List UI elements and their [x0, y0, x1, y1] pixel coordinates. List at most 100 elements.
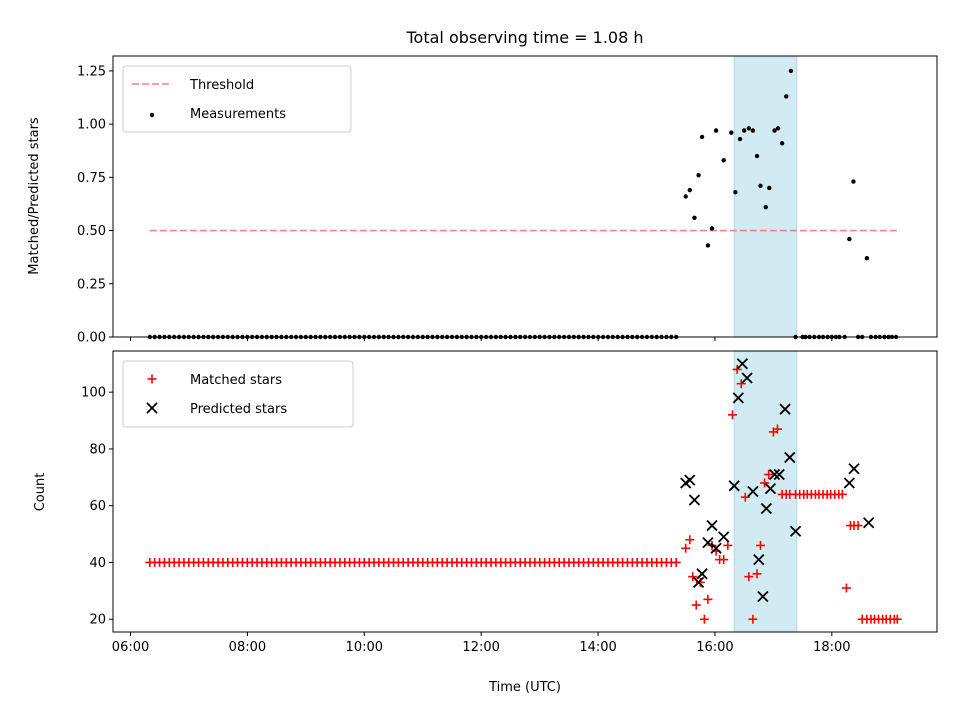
matched-star-marker	[760, 478, 770, 488]
measurement-point	[705, 243, 711, 248]
marker-stroke	[843, 477, 855, 489]
measurement-point	[721, 158, 726, 163]
matched-star-marker	[681, 543, 691, 553]
x-tick-label: 08:00	[229, 640, 266, 655]
matched-star-marker	[691, 600, 701, 610]
predicted-star-marker	[736, 358, 749, 370]
measurement-point	[696, 173, 701, 178]
chart-title: Total observing time = 1.08 h	[405, 28, 643, 47]
measurement-point	[746, 126, 752, 131]
x-tick-label: 06:00	[112, 640, 149, 655]
marker-stroke	[848, 463, 860, 475]
measurement-point	[687, 187, 692, 193]
matched-star-marker	[772, 424, 782, 434]
predicted-star-marker	[692, 576, 705, 588]
measurement-point	[733, 190, 738, 195]
y-tick-label: 80	[89, 442, 106, 457]
matched-star-marker	[727, 410, 737, 420]
marker-stroke	[728, 480, 740, 492]
predicted-star-marker	[747, 485, 759, 498]
marker-stroke	[747, 485, 759, 498]
y-axis-label-bottom: Count	[33, 473, 48, 512]
marker-stroke	[696, 568, 708, 580]
x-tick-label: 18:00	[813, 640, 850, 655]
marker-stroke	[732, 392, 744, 404]
axes-frame	[112, 350, 938, 633]
legend-box	[122, 360, 354, 428]
matched-star-marker	[699, 614, 709, 624]
marker-stroke	[789, 525, 802, 537]
y-tick-label: 60	[89, 499, 106, 514]
marker-stroke	[757, 590, 769, 603]
marker-stroke	[773, 468, 785, 481]
measurement-point	[779, 141, 785, 146]
measurement-point	[692, 215, 697, 220]
y-tick-label: 1.00	[77, 118, 106, 133]
measurement-point	[788, 68, 794, 74]
predicted-star-marker	[784, 451, 796, 464]
y-tick-label: 40	[89, 556, 106, 571]
predicted-star-marker	[789, 525, 802, 537]
predicted-star-marker	[764, 483, 777, 495]
y-tick-label: 0.75	[77, 171, 106, 186]
predicted-star-marker	[696, 568, 708, 580]
measurement-point	[763, 204, 768, 210]
marker-stroke	[702, 536, 714, 549]
marker-stroke	[692, 576, 705, 588]
marker-stroke	[862, 517, 875, 529]
marker-stroke	[760, 502, 772, 515]
panel-ratio: 0.00 0.25 0.50 0.75 1.00 1.25 Threshold Measure…	[77, 55, 938, 346]
matched-star-marker	[841, 583, 851, 593]
legend-measurement-swatch	[149, 112, 155, 118]
measurement-point	[754, 153, 760, 159]
matched-star-marker	[853, 521, 863, 531]
marker-stroke	[688, 494, 701, 506]
predicted-star-marker	[702, 536, 714, 549]
measurement-point	[699, 134, 705, 140]
measurement-point	[683, 194, 688, 199]
predicted-star-marker	[741, 372, 753, 384]
marker-stroke	[706, 519, 718, 532]
matched-star-marker	[695, 577, 705, 587]
predicted-star-marker	[146, 402, 158, 414]
matched-star-marker	[688, 572, 698, 582]
marker-stroke	[684, 474, 696, 486]
predicted-star-marker	[753, 553, 765, 566]
matched-star-marker	[736, 379, 746, 389]
marker-stroke	[710, 542, 722, 554]
predicted-star-marker	[773, 468, 785, 481]
matched-star-marker	[719, 555, 729, 565]
measurement-point	[713, 128, 719, 133]
predicted-star-marker	[718, 531, 730, 543]
marker-stroke	[779, 403, 791, 415]
y-tick-label: 1.25	[77, 64, 106, 79]
matched-star-marker	[837, 489, 847, 499]
predicted-star-marker	[728, 480, 740, 492]
measurement-point	[784, 94, 789, 99]
marker-stroke	[718, 531, 730, 543]
predicted-star-marker	[862, 517, 875, 529]
y-tick-label: 20	[89, 613, 106, 628]
marker-stroke	[146, 402, 158, 414]
legend-box	[122, 65, 352, 133]
marker-stroke	[768, 468, 781, 481]
legend-label: Measurements	[190, 107, 286, 122]
matched-star-marker	[740, 492, 750, 502]
predicted-star-marker	[732, 392, 744, 404]
marker-stroke	[736, 358, 749, 370]
panel-counts: 20 40 60 80 100 06:00 08:00 10:00 12:00 14:00 16:0…	[81, 350, 938, 655]
predicted-star-marker	[848, 463, 860, 475]
marker-stroke	[764, 483, 777, 495]
measurement-point	[741, 128, 747, 133]
predicted-star-marker	[757, 590, 769, 603]
matched-star-marker	[748, 614, 758, 624]
y-axis-label-top: Matched/Predicted stars	[27, 117, 42, 275]
x-axis-label: Time (UTC)	[488, 680, 561, 695]
legend-label: Matched stars	[190, 373, 282, 388]
marker-stroke	[784, 451, 796, 464]
measurement-point	[851, 179, 856, 184]
measurement-point	[772, 128, 777, 133]
measurement-point	[758, 183, 763, 189]
matched-star-marker	[732, 364, 742, 374]
